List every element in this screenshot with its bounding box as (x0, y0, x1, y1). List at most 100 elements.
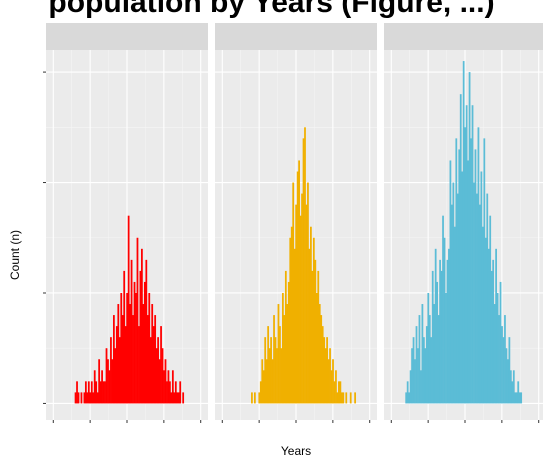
histogram-bar (456, 193, 459, 404)
strip-background (384, 23, 543, 50)
histogram-bar (412, 337, 415, 404)
histogram-bar (312, 237, 315, 404)
histogram-bar (148, 292, 151, 404)
histogram-bar (504, 315, 506, 404)
histogram-bar (420, 370, 422, 404)
histogram-bar (476, 193, 478, 404)
histogram-bar (430, 337, 433, 404)
histogram-bar (338, 381, 340, 404)
histogram-bar (339, 381, 342, 404)
histogram-bar (176, 392, 179, 404)
histogram-bar (455, 138, 458, 404)
histogram-bar (135, 292, 137, 404)
histogram-bar (515, 392, 518, 404)
histogram-bar (112, 315, 115, 404)
histogram-bar (511, 381, 514, 404)
histogram-bar (315, 292, 318, 404)
histogram-bar (253, 392, 256, 404)
histogram-bar (308, 248, 311, 404)
histogram-bar (424, 348, 427, 404)
histogram-bar (259, 381, 262, 404)
histogram-bar (340, 392, 343, 404)
histogram-bar (484, 237, 487, 404)
histogram-bar (298, 160, 300, 404)
histogram-bar (479, 204, 481, 404)
histogram-bar (320, 315, 323, 404)
histogram-bar (268, 348, 271, 404)
histogram-bar (411, 348, 413, 404)
histogram-bar (509, 370, 512, 404)
histogram-bar (459, 94, 462, 404)
histogram-bar (80, 392, 83, 404)
histogram-bar (251, 392, 253, 404)
histogram-bar (480, 171, 483, 404)
histogram-bar (105, 348, 108, 404)
histogram-bar (279, 326, 281, 404)
histogram-bar (481, 226, 484, 404)
histogram-bar (77, 392, 80, 404)
histogram-bar (427, 292, 430, 404)
histogram-bar (262, 370, 265, 404)
histogram-bar (149, 337, 152, 404)
histogram-bar (464, 127, 467, 404)
histogram-bar (295, 204, 298, 404)
histogram-bar (123, 270, 126, 404)
histogram-bar (461, 171, 464, 404)
histogram-bar (408, 392, 411, 404)
histogram-bar (284, 270, 287, 404)
histogram-bar (514, 392, 517, 404)
histogram-bar (276, 348, 278, 404)
histogram-bar (261, 359, 264, 404)
histogram-bar (164, 359, 167, 404)
histogram-bar (445, 292, 447, 404)
histogram-bar (421, 304, 424, 404)
histogram-bar (317, 270, 320, 404)
histogram-bar (458, 149, 461, 404)
histogram-bar (324, 348, 327, 404)
histogram-bar (307, 182, 309, 404)
histogram-bar (110, 337, 112, 404)
histogram-bar (299, 215, 302, 404)
histogram-bar (152, 326, 155, 404)
histogram-bar (433, 304, 436, 404)
histogram-bar (493, 304, 496, 404)
histogram-bar (161, 348, 164, 404)
histogram-bar (84, 381, 87, 404)
histogram-bar (473, 182, 475, 404)
histogram-bar (271, 359, 274, 404)
histogram-bar (99, 381, 102, 404)
histogram-bar (133, 281, 136, 404)
histogram-bar (121, 315, 124, 404)
histogram-bar (443, 237, 446, 404)
histogram-bar (118, 337, 121, 404)
histogram-bar (305, 204, 308, 404)
histogram-bar (468, 72, 471, 404)
x-axis-title: Years (281, 444, 311, 455)
histogram-bar (499, 281, 502, 404)
histogram-bar (345, 392, 348, 404)
histogram-bar (422, 337, 425, 404)
histogram-bar (115, 326, 118, 404)
histogram-bar (120, 292, 123, 404)
histogram-bar (302, 138, 305, 404)
histogram-bar (428, 315, 431, 404)
histogram-bar (130, 259, 133, 404)
histogram-bar (127, 215, 130, 404)
histogram-bar (107, 359, 109, 404)
histogram-bar (296, 171, 299, 404)
histogram-bar (157, 337, 159, 404)
strip-background (46, 23, 208, 50)
histogram-bar (321, 326, 324, 404)
histogram-bar (155, 348, 158, 404)
histogram-bar (318, 304, 321, 404)
histogram-bar (171, 370, 174, 404)
histogram-bar (90, 381, 93, 404)
histogram-bar (415, 326, 418, 404)
histogram-bar (86, 392, 89, 404)
histogram-bar (179, 381, 182, 404)
histogram-bar (496, 292, 499, 404)
histogram-bar (349, 392, 352, 404)
histogram-bar (273, 315, 275, 404)
histogram-bar (274, 337, 277, 404)
histogram-bar (301, 193, 303, 404)
